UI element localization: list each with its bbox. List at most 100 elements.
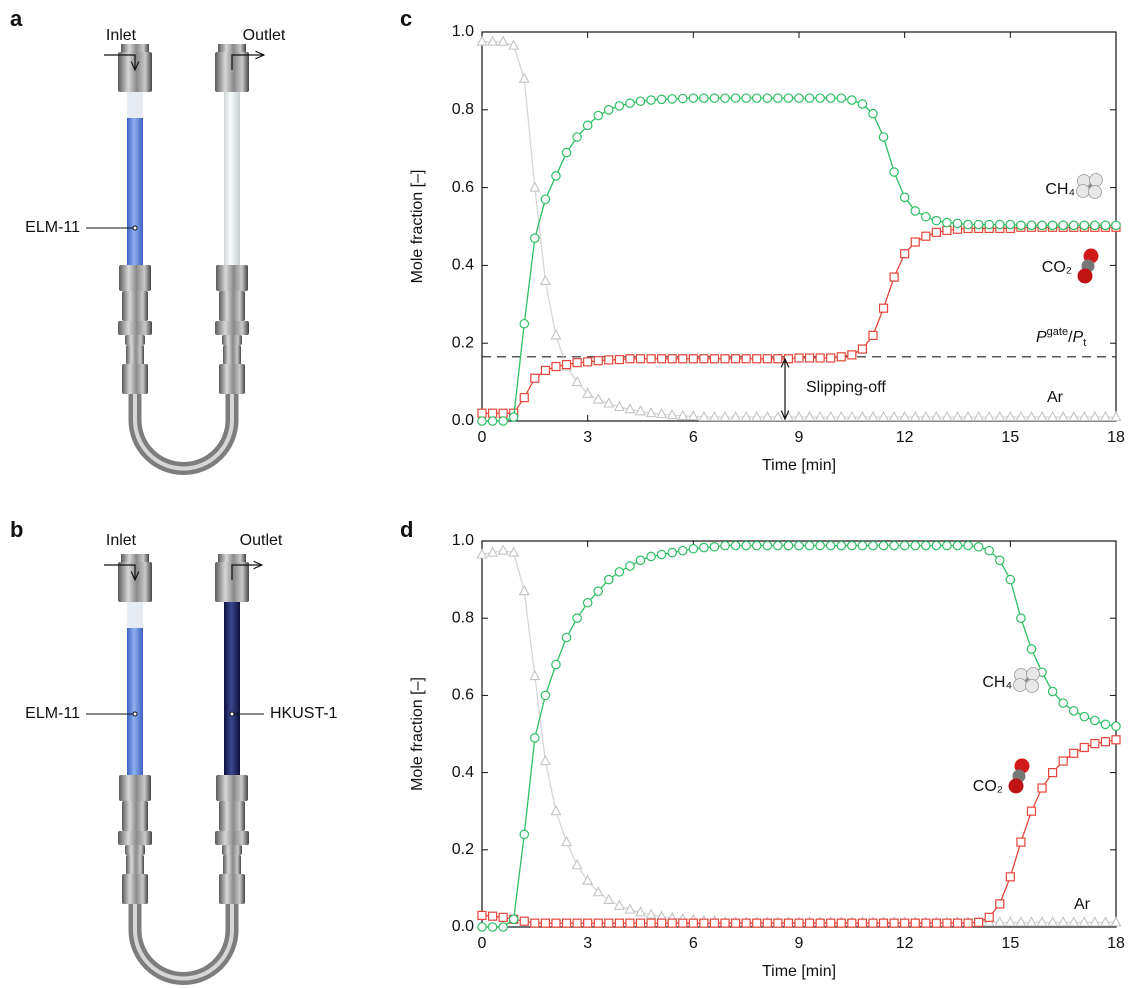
data-point xyxy=(1058,220,1068,231)
data-point xyxy=(794,540,804,551)
data-point xyxy=(614,918,624,928)
data-point xyxy=(730,410,742,422)
data-point xyxy=(625,98,635,108)
reference-label-part: gate xyxy=(1047,326,1068,338)
data-point xyxy=(720,540,730,551)
fitting xyxy=(216,265,248,291)
data-point xyxy=(910,237,920,247)
data-point xyxy=(709,918,720,928)
data-point xyxy=(1079,711,1090,722)
data-point xyxy=(614,567,625,577)
data-point xyxy=(572,918,582,928)
fitting xyxy=(222,845,242,855)
data-point xyxy=(688,918,698,928)
leader-dot xyxy=(132,711,138,717)
leader-dot xyxy=(132,225,138,231)
data-point xyxy=(836,352,846,362)
data-point xyxy=(730,918,741,928)
data-point xyxy=(477,416,487,426)
data-point xyxy=(519,829,530,840)
data-point xyxy=(646,354,656,364)
data-point xyxy=(508,914,519,925)
data-point xyxy=(1004,410,1016,422)
data-point xyxy=(592,393,604,404)
data-point xyxy=(666,409,678,420)
data-point xyxy=(878,540,889,551)
cap xyxy=(118,562,152,602)
data-point xyxy=(984,545,994,556)
data-point xyxy=(994,410,1006,422)
panel-label: c xyxy=(400,6,412,31)
data-point xyxy=(900,918,910,928)
data-point xyxy=(1047,916,1059,927)
co2-icon xyxy=(1077,248,1099,284)
data-point xyxy=(635,555,646,566)
column-label: HKUST-1 xyxy=(270,705,338,722)
data-point xyxy=(551,918,561,928)
data-point xyxy=(550,329,562,340)
data-point xyxy=(846,410,858,422)
data-point xyxy=(1100,719,1111,730)
data-point xyxy=(825,410,837,422)
data-point xyxy=(550,805,562,816)
data-point xyxy=(476,548,488,559)
data-point xyxy=(634,405,647,416)
data-point xyxy=(868,108,878,119)
data-point xyxy=(761,410,773,422)
fitting xyxy=(215,321,249,335)
data-point xyxy=(931,540,942,551)
x-tick-label: 15 xyxy=(1001,429,1019,446)
data-point xyxy=(1068,916,1080,927)
data-point xyxy=(983,410,995,422)
data-point xyxy=(814,410,826,422)
data-point xyxy=(667,918,677,928)
data-point xyxy=(508,39,520,50)
data-point xyxy=(646,551,656,562)
cap xyxy=(121,554,149,564)
data-point xyxy=(899,410,911,422)
data-point xyxy=(815,353,825,363)
data-point xyxy=(773,540,783,551)
data-point xyxy=(699,93,709,103)
data-point xyxy=(783,93,794,103)
data-point xyxy=(1015,410,1027,422)
y-tick-label: 0.8 xyxy=(452,609,474,626)
data-point xyxy=(1036,916,1048,927)
fitting xyxy=(219,364,245,394)
data-point xyxy=(910,540,921,551)
data-point xyxy=(540,365,551,376)
data-point xyxy=(794,353,804,363)
data-point xyxy=(878,303,889,313)
data-point xyxy=(477,922,487,932)
series-label: CO₂ xyxy=(1042,259,1072,276)
data-point xyxy=(994,916,1006,927)
data-point xyxy=(603,397,615,408)
data-point xyxy=(667,547,677,558)
data-point xyxy=(498,922,508,932)
data-point xyxy=(487,408,498,418)
data-point xyxy=(539,274,551,286)
data-point xyxy=(920,540,931,551)
data-point xyxy=(561,835,573,847)
data-point xyxy=(910,918,920,928)
packing xyxy=(127,92,143,118)
fitting xyxy=(126,855,144,875)
data-point xyxy=(1068,706,1079,716)
data-point xyxy=(973,541,984,552)
data-point xyxy=(1079,742,1089,753)
data-point xyxy=(656,549,667,560)
data-point xyxy=(1004,916,1016,927)
column xyxy=(118,554,152,904)
data-point xyxy=(1015,916,1027,927)
u-tube-shine xyxy=(133,904,234,981)
data-point xyxy=(593,586,604,596)
data-point xyxy=(888,410,900,422)
data-point xyxy=(677,409,689,420)
data-point xyxy=(551,361,561,372)
data-point xyxy=(699,542,709,553)
data-point xyxy=(1047,220,1058,231)
data-point xyxy=(751,93,762,103)
data-point xyxy=(868,540,878,551)
data-point xyxy=(582,597,593,608)
